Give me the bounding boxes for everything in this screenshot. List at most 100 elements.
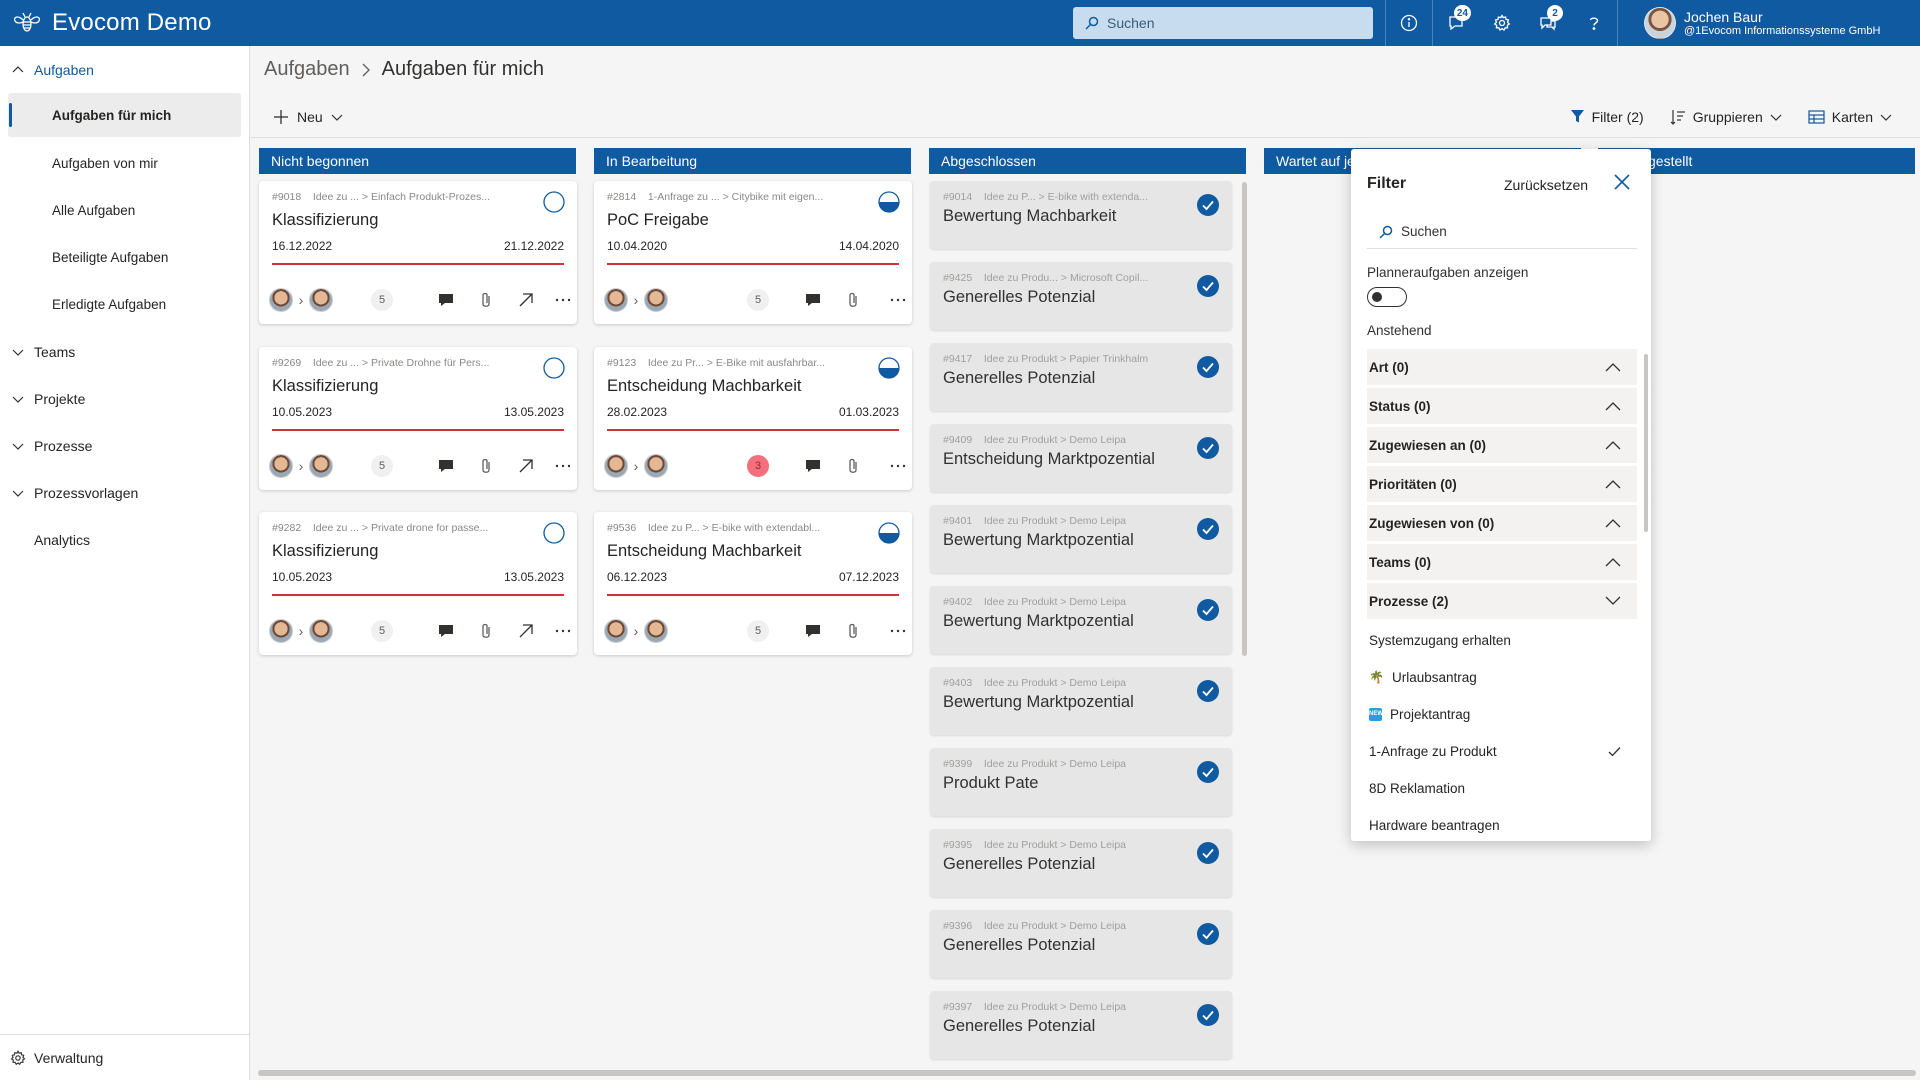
status-in-progress-icon[interactable] [878, 522, 900, 544]
more-icon[interactable] [554, 291, 572, 309]
check-circle-icon[interactable] [1196, 1003, 1220, 1027]
nav-group-aufgaben[interactable]: Aufgaben [0, 46, 249, 93]
check-circle-icon[interactable] [1196, 517, 1220, 541]
check-circle-icon[interactable] [1196, 598, 1220, 622]
avatar[interactable] [269, 288, 293, 312]
attachment-icon[interactable] [477, 291, 495, 309]
done-task-card[interactable]: #9402 Idee zu Produkt > Demo Leipa Bewer… [930, 586, 1232, 654]
view-button[interactable]: Karten [1808, 109, 1892, 125]
process-option[interactable]: 🌴 Urlaubsantrag [1367, 662, 1637, 692]
open-arrow-icon[interactable] [517, 457, 535, 475]
sidebar-item-aufgaben-fuer-mich[interactable]: Aufgaben für mich [8, 93, 241, 137]
chat-button[interactable]: 2 [1525, 0, 1571, 46]
process-option[interactable]: Hardware beantragen [1367, 810, 1637, 840]
status-not-started-icon[interactable] [543, 522, 565, 544]
attachment-icon[interactable] [477, 622, 495, 640]
more-icon[interactable] [554, 622, 572, 640]
done-task-card[interactable]: #9409 Idee zu Produkt > Demo Leipa Entsc… [930, 424, 1232, 492]
done-task-card[interactable]: #9399 Idee zu Produkt > Demo Leipa Produ… [930, 748, 1232, 816]
nav-group-projekte[interactable]: Projekte [0, 375, 249, 422]
filter-search-input[interactable]: Suchen [1367, 215, 1637, 249]
check-circle-icon[interactable] [1196, 274, 1220, 298]
global-search-input[interactable]: Suchen [1073, 7, 1373, 39]
filter-button[interactable]: Filter (2) [1570, 109, 1644, 125]
group-button[interactable]: Gruppieren [1670, 109, 1782, 125]
user-menu[interactable]: Jochen Baur @1Evocom Informationssysteme… [1644, 0, 1880, 46]
comment-icon[interactable] [437, 457, 455, 475]
nav-group-analytics[interactable]: Analytics [0, 516, 249, 563]
attachment-icon[interactable] [477, 457, 495, 475]
settings-button[interactable] [1479, 0, 1525, 46]
nav-group-teams[interactable]: Teams [0, 328, 249, 375]
process-option-selected[interactable]: 1-Anfrage zu Produkt [1367, 736, 1637, 766]
task-card[interactable]: #9536 Idee zu P... > E-bike with extenda… [594, 512, 912, 655]
filter-section-processes[interactable]: Prozesse (2) [1367, 583, 1637, 619]
avatar[interactable] [604, 288, 628, 312]
comment-icon[interactable] [437, 291, 455, 309]
task-card[interactable]: #9282 Idee zu ... > Private drone for pa… [259, 512, 577, 655]
done-task-card[interactable]: #9425 Idee zu Produ... > Microsoft Copil… [930, 262, 1232, 330]
open-arrow-icon[interactable] [517, 622, 535, 640]
close-icon[interactable] [1607, 167, 1637, 197]
check-circle-icon[interactable] [1196, 679, 1220, 703]
notifications-button[interactable]: 24 [1433, 0, 1479, 46]
nav-group-prozesse[interactable]: Prozesse [0, 422, 249, 469]
avatar[interactable] [644, 454, 668, 478]
sidebar-item-aufgaben-von-mir[interactable]: Aufgaben von mir [0, 140, 249, 187]
filter-section-assigned-by[interactable]: Zugewiesen von (0) [1367, 505, 1637, 541]
check-circle-icon[interactable] [1196, 841, 1220, 865]
done-task-card[interactable]: #9397 Idee zu Produkt > Demo Leipa Gener… [930, 991, 1232, 1059]
done-task-card[interactable]: #9014 Idee zu P... > E-bike with extenda… [930, 181, 1232, 249]
more-icon[interactable] [889, 622, 907, 640]
done-task-card[interactable]: #9417 Idee zu Produkt > Papier Trinkhalm… [930, 343, 1232, 411]
help-button[interactable] [1571, 0, 1617, 46]
status-not-started-icon[interactable] [543, 191, 565, 213]
more-icon[interactable] [889, 291, 907, 309]
done-task-card[interactable]: #9401 Idee zu Produkt > Demo Leipa Bewer… [930, 505, 1232, 573]
check-circle-icon[interactable] [1196, 760, 1220, 784]
column-scrollbar[interactable] [1242, 182, 1247, 656]
status-in-progress-icon[interactable] [878, 191, 900, 213]
comment-icon[interactable] [804, 457, 822, 475]
done-task-card[interactable]: #9396 Idee zu Produkt > Demo Leipa Gener… [930, 910, 1232, 978]
avatar[interactable] [309, 619, 333, 643]
check-circle-icon[interactable] [1196, 193, 1220, 217]
filter-section-assigned-to[interactable]: Zugewiesen an (0) [1367, 427, 1637, 463]
planner-toggle[interactable] [1367, 287, 1407, 307]
comment-icon[interactable] [437, 622, 455, 640]
attachment-icon[interactable] [844, 457, 862, 475]
done-task-card[interactable]: #9403 Idee zu Produkt > Demo Leipa Bewer… [930, 667, 1232, 735]
filter-section-status[interactable]: Status (0) [1367, 388, 1637, 424]
filter-reset-button[interactable]: Zurücksetzen [1504, 177, 1589, 193]
avatar[interactable] [309, 288, 333, 312]
board-horizontal-scrollbar[interactable] [258, 1070, 1916, 1076]
avatar[interactable] [604, 619, 628, 643]
status-not-started-icon[interactable] [543, 357, 565, 379]
process-option[interactable]: NEW Projektantrag [1367, 699, 1637, 729]
attachment-icon[interactable] [844, 622, 862, 640]
check-circle-icon[interactable] [1196, 355, 1220, 379]
breadcrumb-parent[interactable]: Aufgaben [264, 58, 350, 80]
app-logo[interactable]: Evocom Demo [0, 9, 212, 37]
task-card[interactable]: #9018 Idee zu ... > Einfach Produkt-Proz… [259, 181, 577, 324]
filter-section-teams[interactable]: Teams (0) [1367, 544, 1637, 580]
avatar[interactable] [604, 454, 628, 478]
new-button[interactable]: Neu [273, 109, 343, 125]
filter-section-art[interactable]: Art (0) [1367, 349, 1637, 385]
avatar[interactable] [269, 619, 293, 643]
nav-group-prozessvorlagen[interactable]: Prozessvorlagen [0, 469, 249, 516]
comment-icon[interactable] [804, 291, 822, 309]
info-button[interactable] [1386, 0, 1432, 46]
open-arrow-icon[interactable] [517, 291, 535, 309]
more-icon[interactable] [554, 457, 572, 475]
check-circle-icon[interactable] [1196, 922, 1220, 946]
sidebar-item-erledigte-aufgaben[interactable]: Erledigte Aufgaben [0, 281, 249, 328]
process-option[interactable]: 8D Reklamation [1367, 773, 1637, 803]
check-circle-icon[interactable] [1196, 436, 1220, 460]
attachment-icon[interactable] [844, 291, 862, 309]
avatar[interactable] [269, 454, 293, 478]
sidebar-item-verwaltung[interactable]: Verwaltung [0, 1034, 249, 1080]
status-in-progress-icon[interactable] [878, 357, 900, 379]
avatar[interactable] [644, 288, 668, 312]
filter-section-priorities[interactable]: Prioritäten (0) [1367, 466, 1637, 502]
